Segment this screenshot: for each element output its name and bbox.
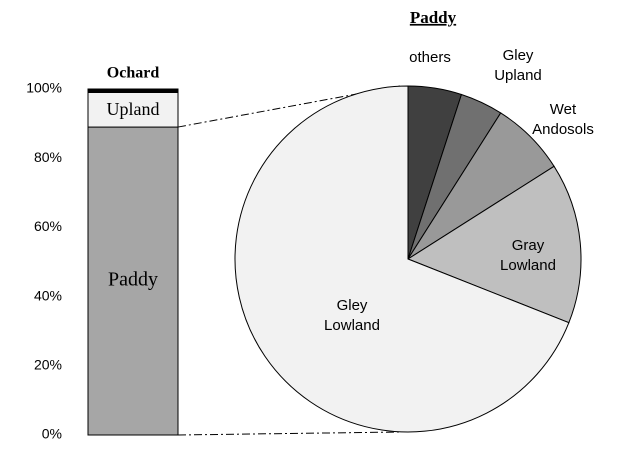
y-tick-label: 0% bbox=[42, 426, 62, 442]
connector bbox=[177, 431, 401, 436]
slice-label: Gley Upland bbox=[494, 47, 542, 84]
y-tick-label: 60% bbox=[34, 218, 62, 234]
slice-label: Gley Lowland bbox=[324, 297, 380, 334]
y-tick-label: 20% bbox=[34, 357, 62, 373]
bar-segment bbox=[87, 126, 179, 436]
slice-label: Wet Andosols bbox=[532, 101, 594, 138]
segment-label: Paddy bbox=[108, 269, 158, 291]
pie-slice bbox=[234, 85, 570, 433]
pie-title: Paddy bbox=[410, 8, 457, 27]
bar-segment bbox=[87, 88, 179, 93]
y-tick-label: 100% bbox=[26, 80, 62, 96]
y-tick-label: 40% bbox=[34, 287, 62, 303]
slice-label: others bbox=[409, 49, 451, 66]
segment-label: Upland bbox=[107, 99, 160, 119]
pie-slice bbox=[406, 165, 582, 324]
y-tick-label: 80% bbox=[34, 149, 62, 165]
segment-label: Ochard bbox=[107, 65, 160, 82]
slice-label: Gray Lowland bbox=[500, 237, 556, 274]
